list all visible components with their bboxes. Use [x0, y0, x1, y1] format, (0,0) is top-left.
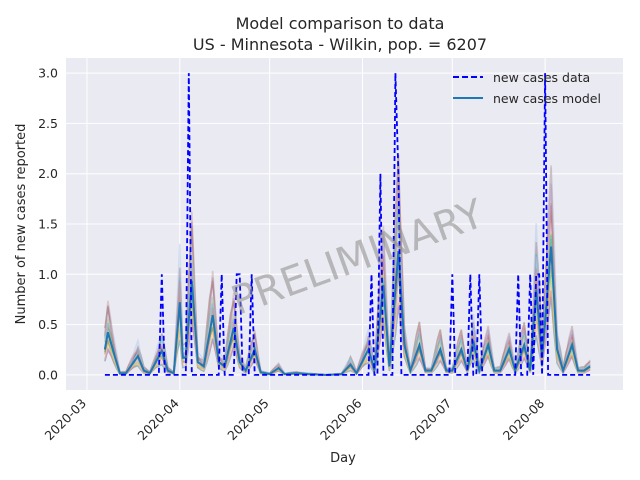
chart-title-line-1: Model comparison to data: [236, 14, 445, 33]
model-mean-line: [103, 246, 591, 376]
data-line: [104, 73, 591, 376]
legend-label-model: new cases model: [493, 91, 601, 106]
legend: new cases data new cases model: [453, 70, 601, 106]
model-line: [104, 280, 591, 376]
legend-label-data: new cases data: [493, 70, 590, 85]
y-tick-label: 0.0: [38, 367, 58, 382]
chart-title-line-2: US - Minnesota - Wilkin, pop. = 6207: [193, 35, 487, 54]
y-tick-label: 2.5: [38, 116, 58, 131]
data-series: [104, 73, 591, 376]
y-tick-label: 1.5: [38, 217, 58, 232]
x-axis-label: Day: [330, 451, 356, 466]
y-tick-label: 0.5: [38, 317, 58, 332]
y-axis-ticks: 0.0 0.5 1.0 1.5 2.0 2.5 3.0: [38, 66, 58, 383]
y-tick-label: 3.0: [38, 66, 58, 81]
y-tick-label: 1.0: [38, 267, 58, 282]
grid-lines: [66, 58, 623, 390]
y-axis-label: Number of new cases reported: [14, 124, 29, 325]
y-tick-label: 2.0: [38, 166, 58, 181]
